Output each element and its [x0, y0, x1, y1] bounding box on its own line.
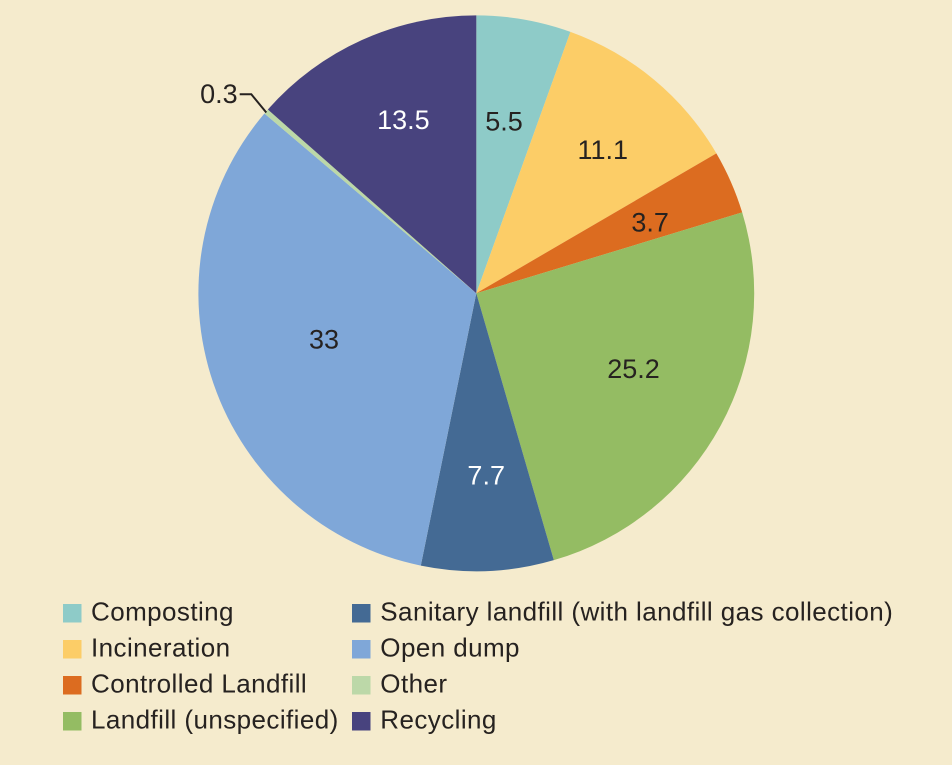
svg-text:Incineration: Incineration: [91, 633, 230, 663]
svg-text:33: 33: [309, 324, 339, 354]
svg-text:5.5: 5.5: [485, 107, 523, 137]
svg-text:Controlled Landfill: Controlled Landfill: [91, 669, 307, 699]
svg-text:Open dump: Open dump: [380, 633, 520, 663]
svg-text:7.7: 7.7: [467, 460, 505, 490]
svg-text:13.5: 13.5: [377, 105, 430, 135]
svg-text:Recycling: Recycling: [380, 705, 497, 735]
svg-text:Sanitary landfill (with landfi: Sanitary landfill (with landfill gas col…: [380, 597, 893, 627]
svg-text:11.1: 11.1: [578, 135, 629, 165]
svg-text:Composting: Composting: [91, 597, 234, 627]
svg-text:Landfill (unspecified): Landfill (unspecified): [91, 705, 339, 735]
svg-text:3.7: 3.7: [631, 208, 669, 238]
svg-text:Other: Other: [380, 669, 447, 699]
svg-text:0.3: 0.3: [200, 79, 238, 109]
svg-text:25.2: 25.2: [607, 354, 660, 384]
